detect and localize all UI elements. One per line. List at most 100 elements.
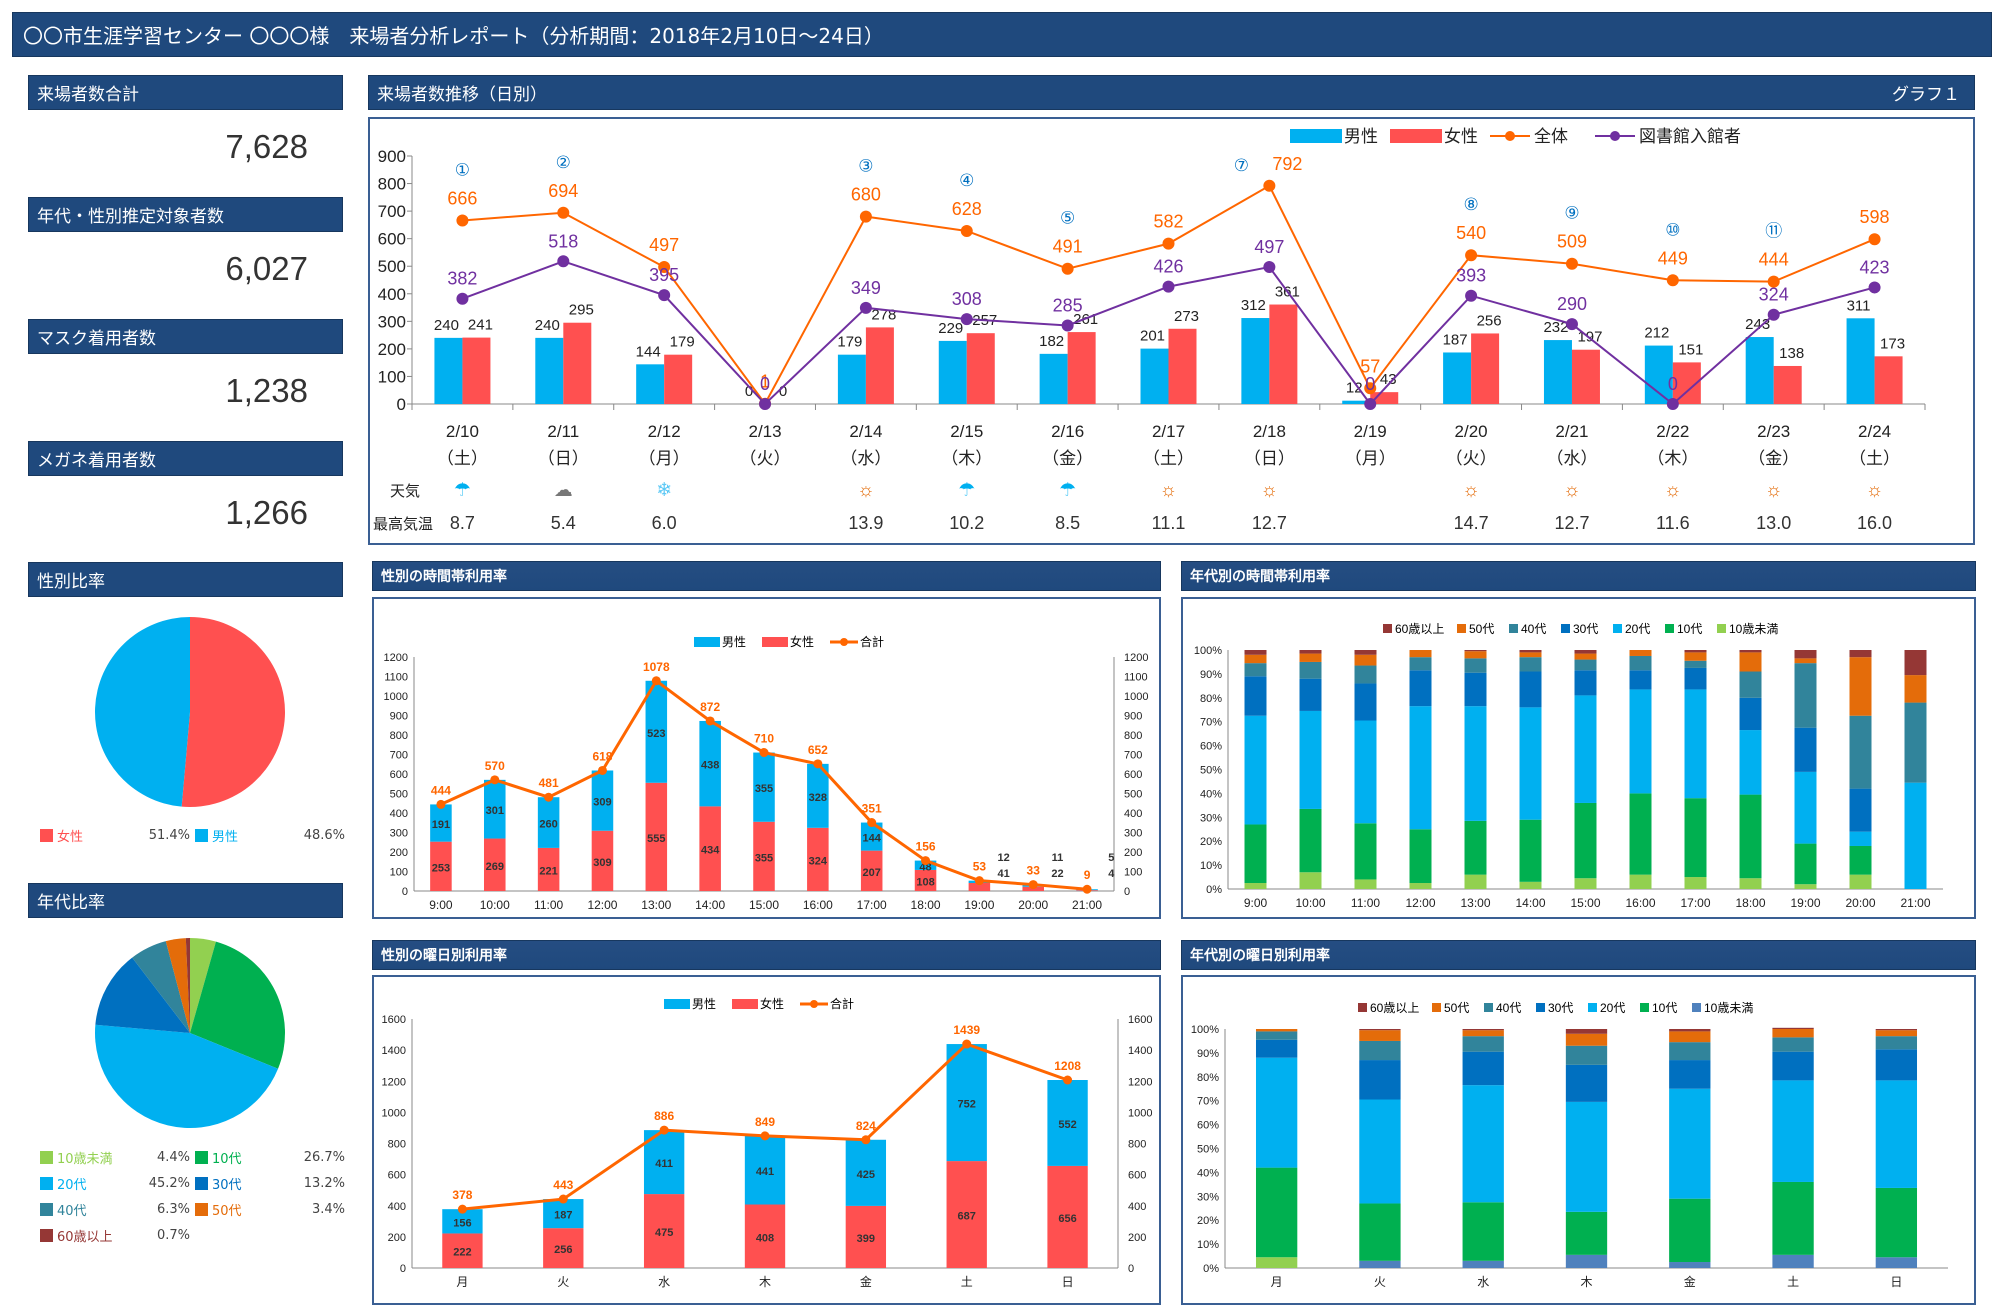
y-tick-label: 700 (378, 202, 406, 221)
x-tick-label: 11:00 (1351, 896, 1380, 910)
bar-segment-40代 (1794, 663, 1817, 728)
point-library (1061, 319, 1074, 332)
temp-value: 5.4 (551, 513, 576, 533)
bar-female (699, 806, 721, 891)
data-label-female: 22 (1051, 868, 1063, 880)
data-label-female: 256 (554, 1244, 572, 1256)
x-tick-label: 2/10 (446, 422, 479, 441)
bar-segment-10歳未満 (1684, 877, 1707, 889)
bar-segment-40代 (1464, 658, 1487, 673)
point-total (1364, 382, 1377, 395)
temp-value: 12.7 (1252, 513, 1287, 533)
bar-male (1745, 337, 1774, 404)
y-tick-label: 900 (390, 711, 408, 723)
marker-label: ⑧ (1463, 195, 1478, 214)
y-tick-label: 50% (1197, 1144, 1219, 1156)
bar-segment-10歳未満 (1409, 883, 1432, 889)
weather-sun-icon: ☼ (1261, 480, 1278, 501)
bar-female (645, 782, 668, 891)
data-label-female: 434 (701, 845, 720, 857)
age-weekday-chart: 0% 10% 20% 30% 40% 50% 60% 70% 80% 90% 100% 月 火 水 木 金 土 日… (1191, 1001, 1948, 1289)
legend-label: 図書館入館者 (1639, 127, 1741, 146)
point-total (558, 1194, 568, 1204)
data-label-female: 207 (863, 867, 881, 879)
y2-tick-label: 500 (1124, 789, 1142, 801)
y2-tick-label: 400 (1124, 808, 1142, 820)
y2-tick-label: 0 (1124, 886, 1130, 898)
bar-segment-10歳未満 (1519, 881, 1542, 889)
bar-segment-30代 (1354, 683, 1377, 721)
legend-label: 全体 (1534, 127, 1568, 146)
y-tick-label: 500 (390, 789, 408, 801)
bar-female (845, 1205, 887, 1268)
bar-segment-10代 (1354, 823, 1377, 880)
data-label-female: 295 (569, 302, 594, 319)
bar-female (914, 869, 937, 891)
bar-segment-30代 (1244, 676, 1267, 716)
weather-sun-icon: ☼ (1765, 480, 1782, 501)
legend-swatch (732, 999, 758, 1009)
data-label-library: 382 (447, 269, 477, 289)
y2-tick-label: 800 (1128, 1139, 1146, 1151)
x-tick-label: 土 (1787, 1275, 1799, 1289)
bar-segment-10歳未満 (1359, 1260, 1401, 1268)
data-label-male: 312 (1241, 297, 1266, 314)
y-tick-label: 40% (1197, 1167, 1219, 1179)
data-label-total: 497 (649, 235, 679, 255)
legend-swatch (40, 1177, 53, 1190)
bar-segment-10代 (1875, 1187, 1918, 1258)
bar-segment-50代 (1255, 1029, 1298, 1032)
y2-tick-label: 1400 (1128, 1045, 1152, 1057)
stat-value-glasses: 1,266 (225, 494, 308, 531)
x-tick-label: 2/13 (748, 422, 781, 441)
x-tick-label: 水 (1477, 1275, 1489, 1289)
x-tick-label: 水 (658, 1275, 670, 1289)
bar-female (1773, 365, 1802, 404)
bar-female (1471, 333, 1500, 404)
y-tick-label: 100% (1191, 1024, 1219, 1036)
data-label-male: 301 (486, 805, 504, 817)
y2-tick-label: 600 (1128, 1170, 1146, 1182)
bar-segment-20代 (1299, 710, 1322, 809)
pie-slice-10代 (190, 941, 285, 1069)
data-label-male: 5 (1108, 852, 1114, 864)
legend-label: 40代 (1496, 1001, 1521, 1015)
bar-segment-40代 (1629, 655, 1652, 671)
point-total (658, 261, 671, 274)
y-tick-label: 90% (1200, 669, 1222, 681)
legend-label: 10代 (1677, 622, 1702, 636)
point-total (490, 775, 500, 785)
legend-swatch (1290, 129, 1342, 143)
bar-segment-60歳以上 (1904, 650, 1927, 676)
point-library (1666, 398, 1679, 410)
data-label-total: 652 (808, 743, 828, 757)
bar-segment-10歳未満 (1464, 874, 1487, 889)
data-label-library: 497 (1254, 237, 1284, 257)
x-tick-label: 12:00 (587, 898, 617, 912)
x-tick-label: 16:00 (1625, 896, 1655, 910)
bar-segment-50代 (1904, 675, 1927, 703)
legend-swatch (1717, 624, 1726, 633)
point-total (456, 214, 469, 227)
bar-segment-20代 (1739, 730, 1762, 795)
data-label-female: 408 (756, 1232, 774, 1244)
gender-ratio-header: 性別比率 (28, 562, 343, 597)
data-label-total: 1 (760, 372, 770, 392)
legend-value: 0.7% (156, 1228, 190, 1243)
legend-swatch (195, 1177, 208, 1190)
bar-segment-20代 (1462, 1085, 1504, 1203)
data-label-total: 849 (755, 1115, 775, 1129)
data-label-total: 582 (1153, 212, 1183, 232)
weather-sun-icon: ☼ (1866, 480, 1883, 501)
weekday-label: （水） (1546, 449, 1597, 468)
data-label-female: 253 (432, 862, 450, 874)
bar-segment-20代 (1519, 707, 1542, 820)
legend-marker (810, 1000, 818, 1008)
data-label-total: 1078 (643, 660, 670, 674)
bar-segment-20代 (1359, 1099, 1401, 1204)
legend-swatch (1358, 1003, 1367, 1012)
age-hour-chart: 0% 10% 20% 30% 40% 50% 60% 70% 80% 90% 100% 9:00 10:… (1194, 622, 1943, 910)
y-tick-label: 100 (390, 867, 408, 879)
data-label-library: 285 (1053, 295, 1083, 315)
x-tick-label: 13:00 (641, 898, 671, 912)
